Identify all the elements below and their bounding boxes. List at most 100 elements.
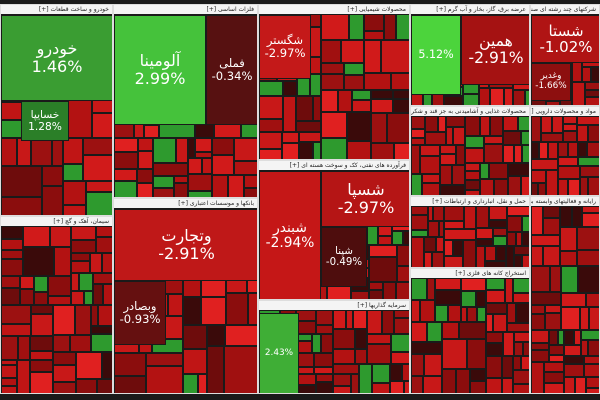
filler-tile (531, 206, 543, 235)
filler-tile (550, 266, 561, 292)
filler-tile (313, 142, 321, 159)
sector-title[interactable]: بانکها و موسسات اعتباری [+] (114, 199, 257, 208)
stock-tile[interactable]: همین -2.91% (461, 15, 529, 85)
sector: محصولات شیمیایی [+] شگستر -2.97% (258, 4, 410, 160)
stock-tile[interactable]: وتجارت -2.91% (114, 209, 257, 281)
filler-tile (586, 388, 599, 393)
stock-tile[interactable]: شپنا -0.49% (321, 227, 367, 287)
filler-tile (531, 116, 541, 142)
filler-tile (349, 14, 364, 40)
stock-tile[interactable]: آلومینا 2.99% (114, 15, 206, 125)
filler-tile (53, 305, 75, 335)
sector-title[interactable]: مواد و محصولات دارویی [+] (531, 107, 599, 116)
filler-tile (523, 342, 529, 356)
stock-tile[interactable]: 2.43% (259, 313, 299, 393)
filler-tile (1, 226, 23, 239)
sector-title[interactable]: سیمان، آهک و گچ [+] (1, 217, 112, 226)
filler-tile (513, 384, 529, 393)
filler-tile (341, 40, 364, 63)
stock-tile[interactable]: شگستر -2.97% (259, 15, 311, 79)
filler-tile (383, 282, 396, 299)
filler-tile (86, 192, 112, 215)
filler-tile (496, 246, 506, 261)
filler-tile (522, 145, 529, 163)
filler-tile (549, 355, 564, 362)
filler-tile (259, 149, 282, 159)
filler-tile (465, 136, 484, 148)
filler-tile (351, 374, 359, 393)
filler-tile (587, 142, 599, 157)
sector-title[interactable]: سرمایه گذاریها [+] (259, 301, 409, 310)
filler-tile (93, 284, 103, 305)
filler-tile (207, 346, 224, 393)
stock-tile[interactable]: خودرو 1.46% (1, 15, 112, 101)
filler-tile (452, 165, 465, 185)
stock-change: -1.66% (535, 81, 567, 91)
sector-title[interactable]: حمل و نقل، انبارداری و ارتباطات [+] (411, 197, 529, 206)
stock-tile[interactable]: 5.12% (411, 15, 461, 95)
filler-tile (91, 326, 112, 334)
filler-tile (144, 125, 159, 138)
filler-tile (411, 354, 424, 376)
filler-tile (316, 374, 333, 382)
filler-tile (396, 14, 409, 40)
filler-tile (428, 206, 433, 221)
stock-name: وبصادر (123, 299, 157, 314)
filler-tile (96, 237, 112, 253)
sector-title[interactable]: استخراج کانه های فلزی [+] (411, 269, 529, 278)
filler-tile (402, 364, 409, 381)
filler-tile (174, 183, 188, 197)
filler-tile (188, 158, 202, 174)
filler-tile (50, 226, 71, 247)
stock-tile[interactable]: فملی -0.34% (206, 15, 257, 125)
filler-tile (586, 377, 599, 388)
sector-title[interactable]: شرکتهای چند رشته ای صنعتی [+] (531, 5, 599, 14)
filler-tile (390, 364, 402, 381)
sector-title[interactable]: عرضه برق، گاز، بخار و آب گرم [+] (411, 5, 529, 14)
sector-title[interactable]: فرآورده های نفتی، کک و سوخت هسته ای [+] (259, 161, 409, 170)
filler-tile (92, 100, 112, 113)
stock-tile[interactable]: وغدیر -1.66% (531, 63, 571, 101)
filler-tile (195, 138, 212, 152)
sector-title[interactable]: محصولات غذایی و آشامیدنی به جز قند و شکر… (411, 107, 529, 116)
filler-tile (453, 240, 463, 256)
filler-tile (159, 124, 195, 138)
filler-tile (531, 142, 539, 159)
stock-tile[interactable]: شسپا -2.97% (321, 171, 409, 227)
filler-tile (114, 181, 137, 197)
filler-tile (333, 329, 355, 349)
stock-name: وتجارت (161, 226, 212, 246)
filler-tile (549, 330, 558, 345)
filler-tile (432, 252, 444, 267)
filler-tile (403, 231, 409, 245)
filler-tile (463, 240, 476, 267)
filler-tile (531, 292, 561, 305)
filler-tile (577, 227, 599, 250)
filler-tile (507, 232, 516, 246)
filler-tile (411, 342, 442, 354)
stock-change: 2.99% (134, 69, 186, 88)
filler-tile (558, 157, 578, 166)
sector-title[interactable]: فلزات اساسی [+] (114, 5, 257, 14)
filler-tile (506, 246, 514, 267)
filler-tile (572, 60, 582, 82)
stock-tile[interactable]: خسایپا 1.28% (21, 101, 69, 141)
filler-tile (394, 143, 409, 159)
stock-change: -2.97% (337, 198, 395, 217)
stock-change: -2.94% (265, 235, 315, 251)
filler-tile (52, 138, 63, 166)
stock-tile[interactable]: وبصادر -0.93% (114, 281, 166, 345)
sector-title[interactable]: محصولات شیمیایی [+] (259, 5, 409, 14)
stock-tile[interactable]: شستا -1.02% (531, 15, 599, 63)
filler-tile (212, 138, 234, 155)
filler-tile (369, 245, 397, 257)
filler-tile (588, 177, 599, 195)
filler-tile (321, 112, 347, 138)
sector-title[interactable]: خودرو و ساخت قطعات [+] (1, 5, 112, 14)
filler-tile (248, 293, 257, 325)
sector-title[interactable]: رایانه و فعالیتهای وابسته به آن [+] (531, 197, 599, 206)
stock-tile[interactable]: شبندر -2.94% (259, 171, 321, 299)
filler-tile (513, 356, 521, 370)
filler-tile (146, 353, 183, 366)
